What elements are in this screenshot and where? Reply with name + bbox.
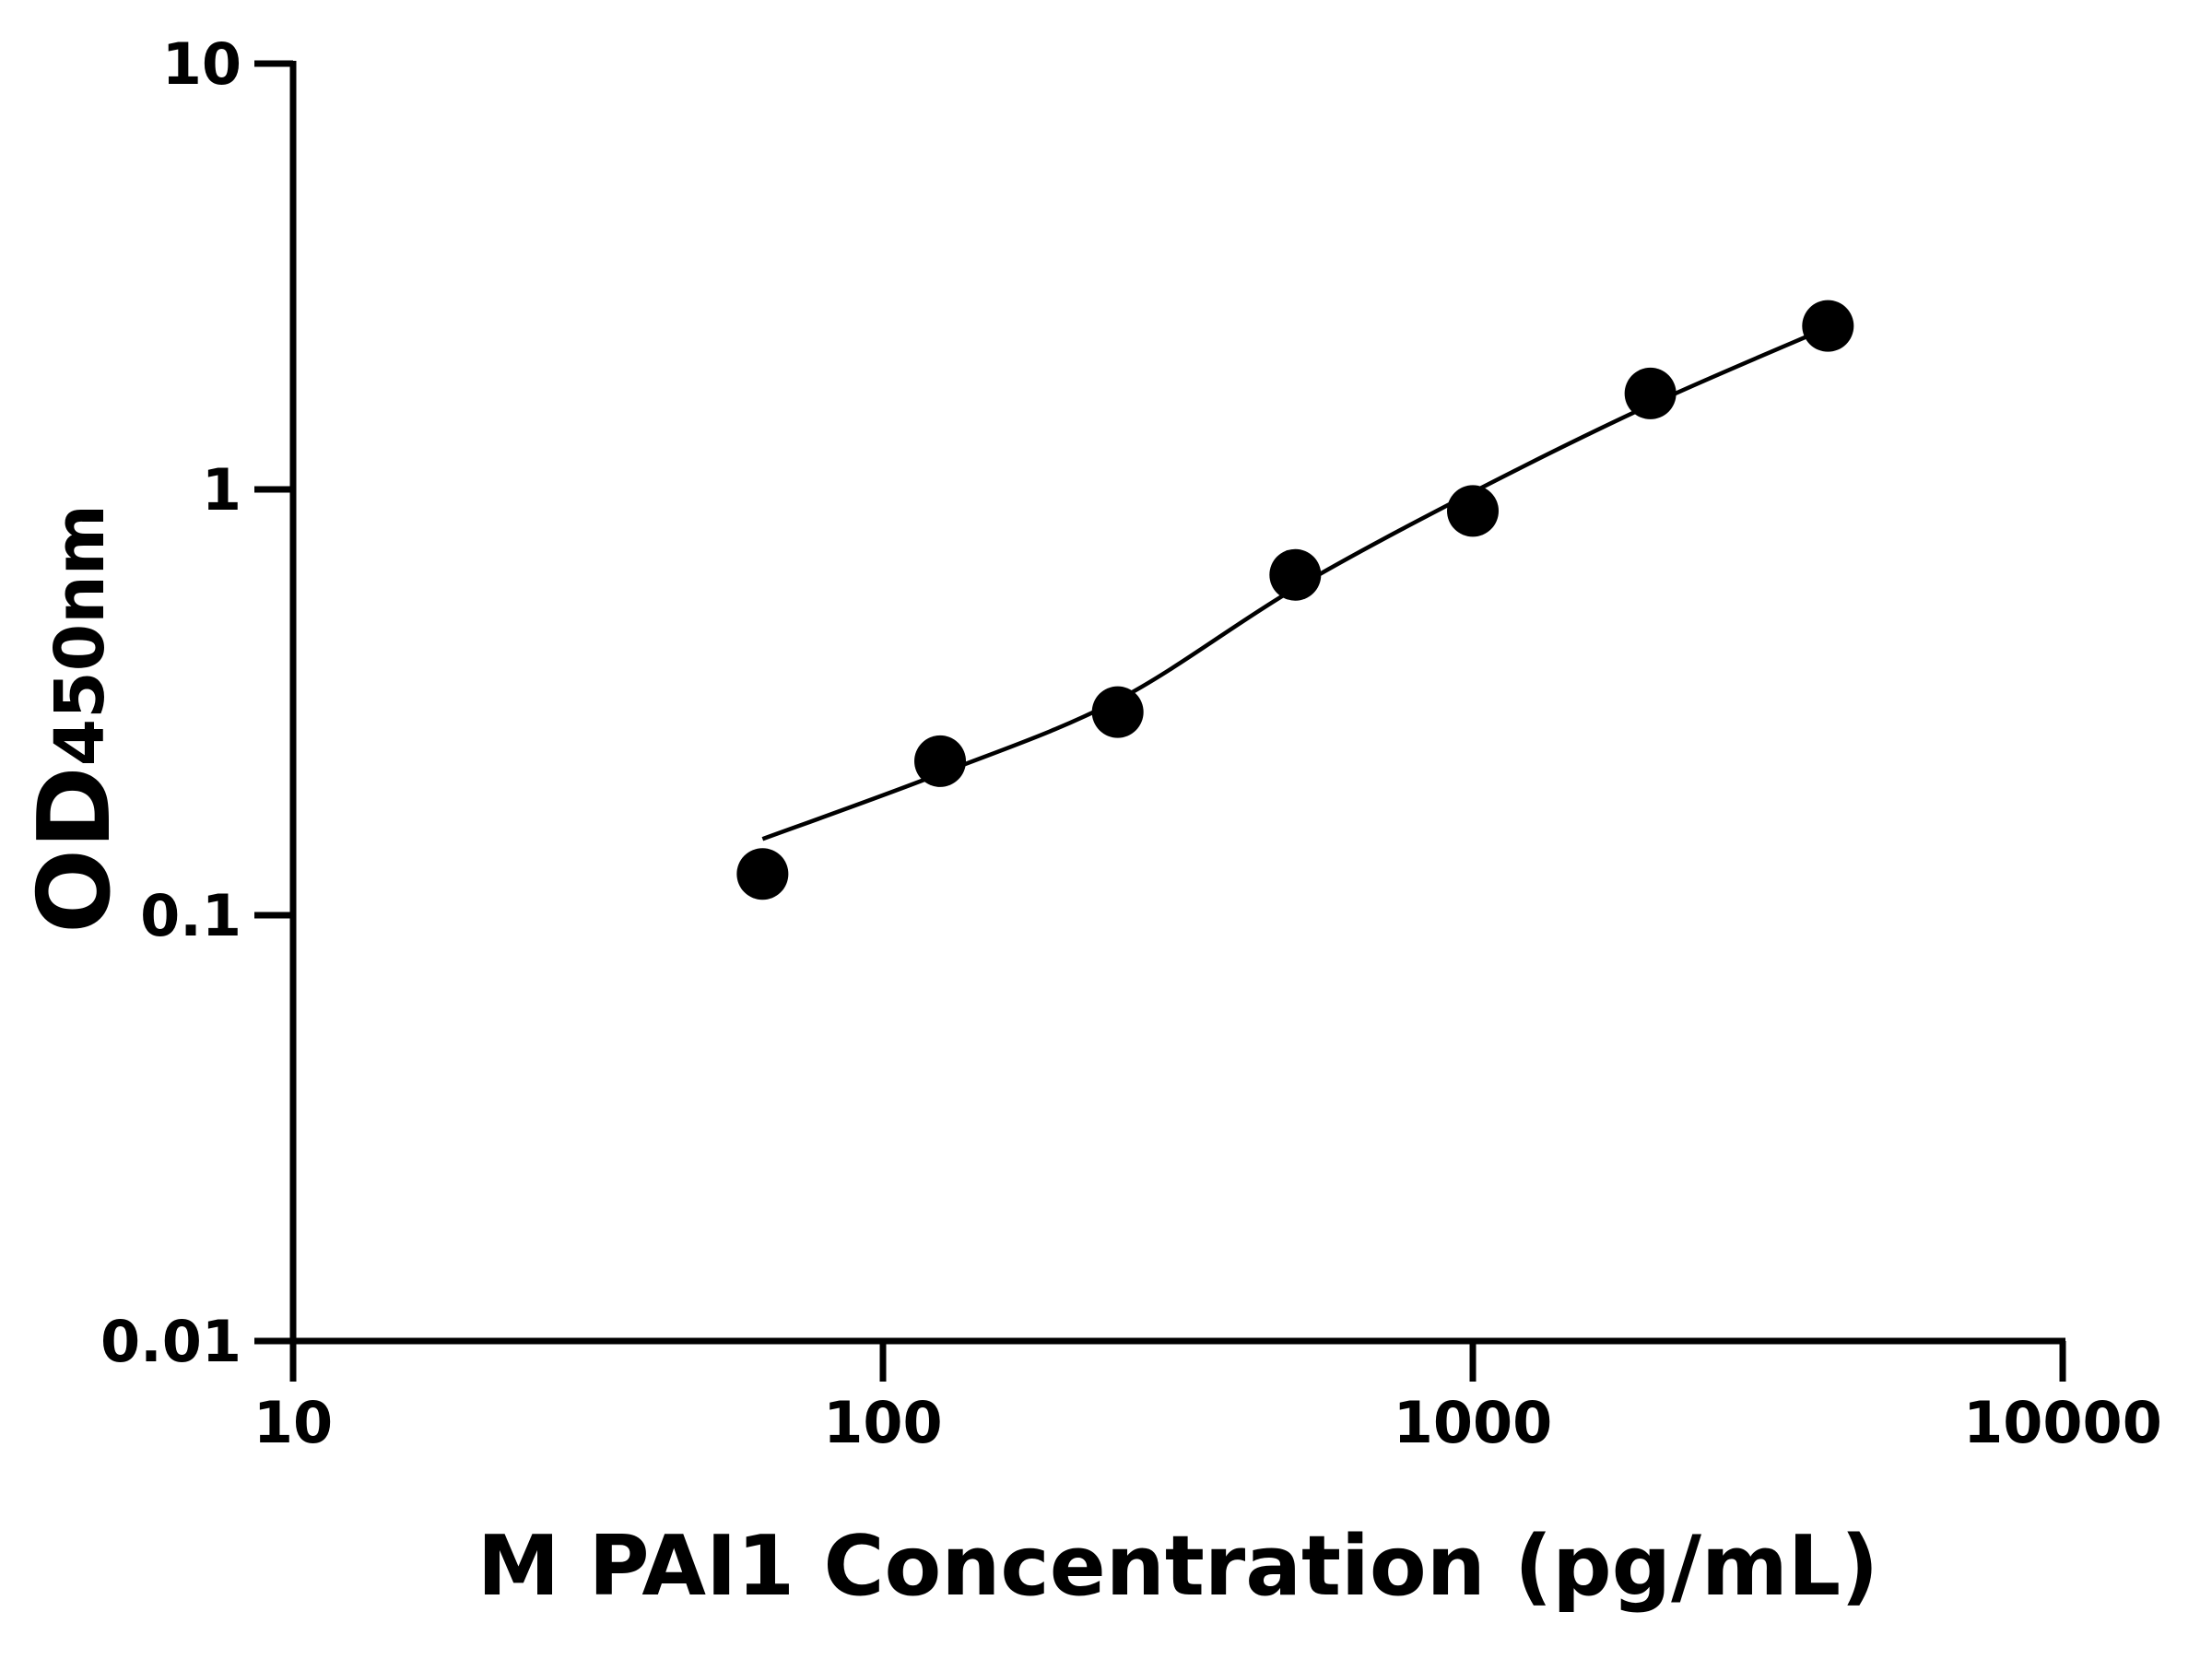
y-tick-label: 1 [202,456,241,524]
data-point [914,735,967,787]
data-point [1624,367,1677,419]
x-tick-label: 100 [823,1389,942,1456]
data-point [1802,300,1854,352]
y-axis-label-sub: 450nm [41,504,120,766]
x-tick-label: 10 [253,1389,333,1456]
y-tick-label: 10 [162,30,241,98]
data-point [1447,485,1499,537]
x-axis-label: M PAI1 Concentration (pg/mL) [477,1518,1878,1615]
y-axis-label: OD450nm [18,504,133,934]
y-tick-label: 0.1 [140,882,241,949]
y-axis-label-main: OD [18,766,133,933]
x-tick-label: 10000 [1963,1389,2162,1456]
data-point [1091,686,1144,738]
x-tick-label: 1000 [1394,1389,1553,1456]
data-point [1269,548,1322,601]
data-point [736,848,789,900]
y-tick-label: 0.01 [100,1308,241,1375]
